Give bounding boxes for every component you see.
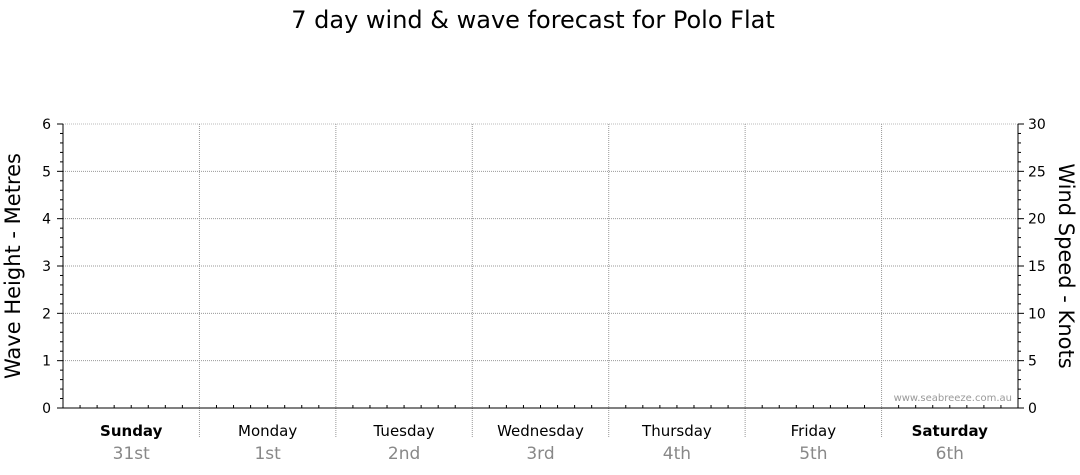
right-axis-title: Wind Speed - Knots	[1054, 163, 1078, 368]
right-tick-label: 30	[1028, 117, 1046, 133]
axes	[57, 123, 1024, 409]
left-tick-label: 5	[42, 164, 51, 180]
day-name-label: Wednesday	[497, 422, 584, 440]
day-date-label: 3rd	[526, 444, 554, 464]
right-tick-label: 0	[1028, 401, 1037, 417]
right-tick-label: 25	[1028, 164, 1046, 180]
day-date-label: 31st	[113, 444, 150, 464]
day-date-label: 2nd	[388, 444, 420, 464]
right-tick-label: 5	[1028, 354, 1037, 370]
day-name-label: Monday	[238, 422, 297, 440]
day-date-label: 4th	[663, 444, 691, 464]
day-name-label: Saturday	[912, 422, 989, 440]
right-tick-label: 15	[1028, 259, 1046, 275]
day-name-label: Tuesday	[373, 422, 435, 440]
left-tick-label: 0	[42, 401, 51, 417]
day-date-label: 6th	[936, 444, 964, 464]
day-date-label: 1st	[254, 444, 281, 464]
left-tick-label: 3	[42, 259, 51, 275]
right-tick-label: 10	[1028, 306, 1046, 322]
tick-labels: 0 1 2 3 4 5 6 0 5 10 15 20 25 30	[42, 117, 1046, 417]
day-name-label: Thursday	[641, 422, 712, 440]
grid	[63, 123, 1018, 438]
day-labels: Sunday 31st Monday 1st Tuesday 2nd Wednesday 3r…	[100, 422, 988, 464]
left-tick-label: 4	[42, 212, 51, 228]
day-date-label: 5th	[799, 444, 827, 464]
left-tick-label: 6	[42, 117, 51, 133]
left-tick-label: 2	[42, 306, 51, 322]
watermark: www.seabreeze.com.au	[894, 393, 1012, 404]
day-name-label: Sunday	[100, 422, 163, 440]
left-axis-title: Wave Height - Metres	[1, 153, 25, 379]
left-tick-label: 1	[42, 354, 51, 370]
right-tick-label: 20	[1028, 212, 1046, 228]
chart-title: 7 day wind & wave forecast for Polo Flat	[291, 6, 775, 34]
day-name-label: Friday	[791, 422, 837, 440]
